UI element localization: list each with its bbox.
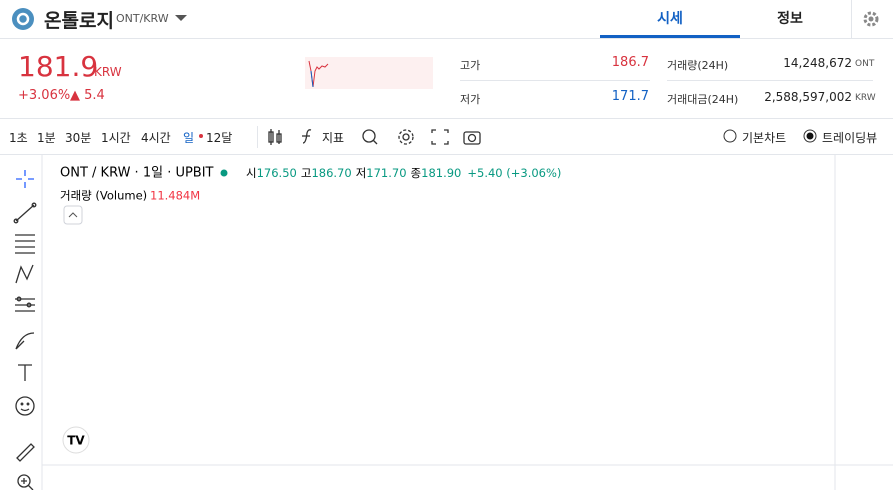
coin-pair: ONT/KRW (116, 12, 169, 25)
status-dot (220, 169, 228, 177)
stat-unit: ONT (855, 59, 875, 69)
divider (0, 118, 893, 119)
svg-text:TV: TV (67, 434, 85, 448)
divider (460, 80, 650, 81)
interval-button[interactable]: 30분 (65, 131, 92, 145)
currency: KRW (94, 65, 122, 79)
mode-option[interactable]: 기본차트 (742, 131, 787, 145)
interval-button[interactable]: 1분 (37, 131, 56, 145)
period-button[interactable]: 12달 (206, 131, 233, 145)
interval-button[interactable]: 1시간 (101, 131, 131, 145)
change-amount: ▲ 5.4 (70, 88, 105, 103)
ohlc-legend: 시176.50 고186.70 저171.70 종181.90 +5.40 (+3.06… (246, 166, 561, 180)
ohlc-label: 시 (246, 166, 257, 180)
chart-title: ONT / KRW · 1일 · UPBIT (60, 166, 214, 181)
stat-label: 거래량(24H) (667, 59, 729, 72)
stat-value: 2,588,597,002 (764, 90, 852, 104)
coin-logo (12, 8, 34, 30)
stat-label: 고가 (460, 59, 481, 72)
separator (257, 126, 258, 148)
pair-dropdown[interactable] (174, 13, 188, 23)
stat-label: 거래대금(24H) (667, 93, 739, 106)
tab-market[interactable]: 시세 (657, 11, 683, 27)
collapse-button[interactable] (63, 205, 83, 225)
tv-logo: TV (62, 426, 90, 454)
interval-button[interactable]: 4시간 (141, 131, 171, 145)
ohlc-label: 고 (301, 166, 312, 180)
ohlc-label: 저 (356, 166, 367, 180)
stat-unit: KRW (855, 93, 876, 103)
sparkline (305, 57, 433, 89)
collapse-icon (68, 212, 78, 218)
radio-selected[interactable] (803, 129, 817, 143)
ohlc-label: 종 (411, 166, 422, 180)
divider (0, 38, 893, 39)
current-price: 181.9 (18, 50, 99, 83)
tab-underline (600, 35, 740, 38)
divider (0, 154, 893, 155)
indicator-button[interactable]: 지표 (322, 131, 345, 145)
ohlc-value: 171.70 (366, 166, 406, 180)
stat-value: 171.7 (611, 89, 649, 104)
tab-info[interactable]: 정보 (777, 11, 803, 27)
settings-icon[interactable] (862, 10, 880, 28)
volume-title: 거래량 (Volume) (60, 189, 147, 203)
ohlc-value: 176.50 (257, 166, 297, 180)
stat-label: 저가 (460, 93, 481, 106)
change-label: +5.40 (+3.06%) (467, 166, 561, 180)
mode-option[interactable]: 트레이딩뷰 (822, 131, 878, 145)
change-rate: +3.06% (18, 88, 71, 103)
divider (667, 80, 873, 81)
radio[interactable] (723, 129, 737, 143)
separator (851, 0, 852, 38)
stat-value: 186.7 (611, 55, 649, 70)
coin-title: 온톨로지 (44, 10, 114, 32)
ohlc-value: 181.90 (421, 166, 461, 180)
interval-button-active[interactable]: 일 (183, 131, 195, 145)
interval-button[interactable]: 1초 (9, 131, 28, 145)
volume-value: 11.484M (150, 189, 200, 203)
chart: ONT / KRW · 1일 · UPBIT 시176.50 고186.70 저17… (13, 155, 893, 490)
toolbar-icons[interactable] (266, 127, 486, 147)
period-dot (199, 134, 203, 138)
stat-value: 14,248,672 (783, 56, 852, 70)
ohlc-value: 186.70 (311, 166, 351, 180)
drawing-tools[interactable] (13, 170, 37, 490)
